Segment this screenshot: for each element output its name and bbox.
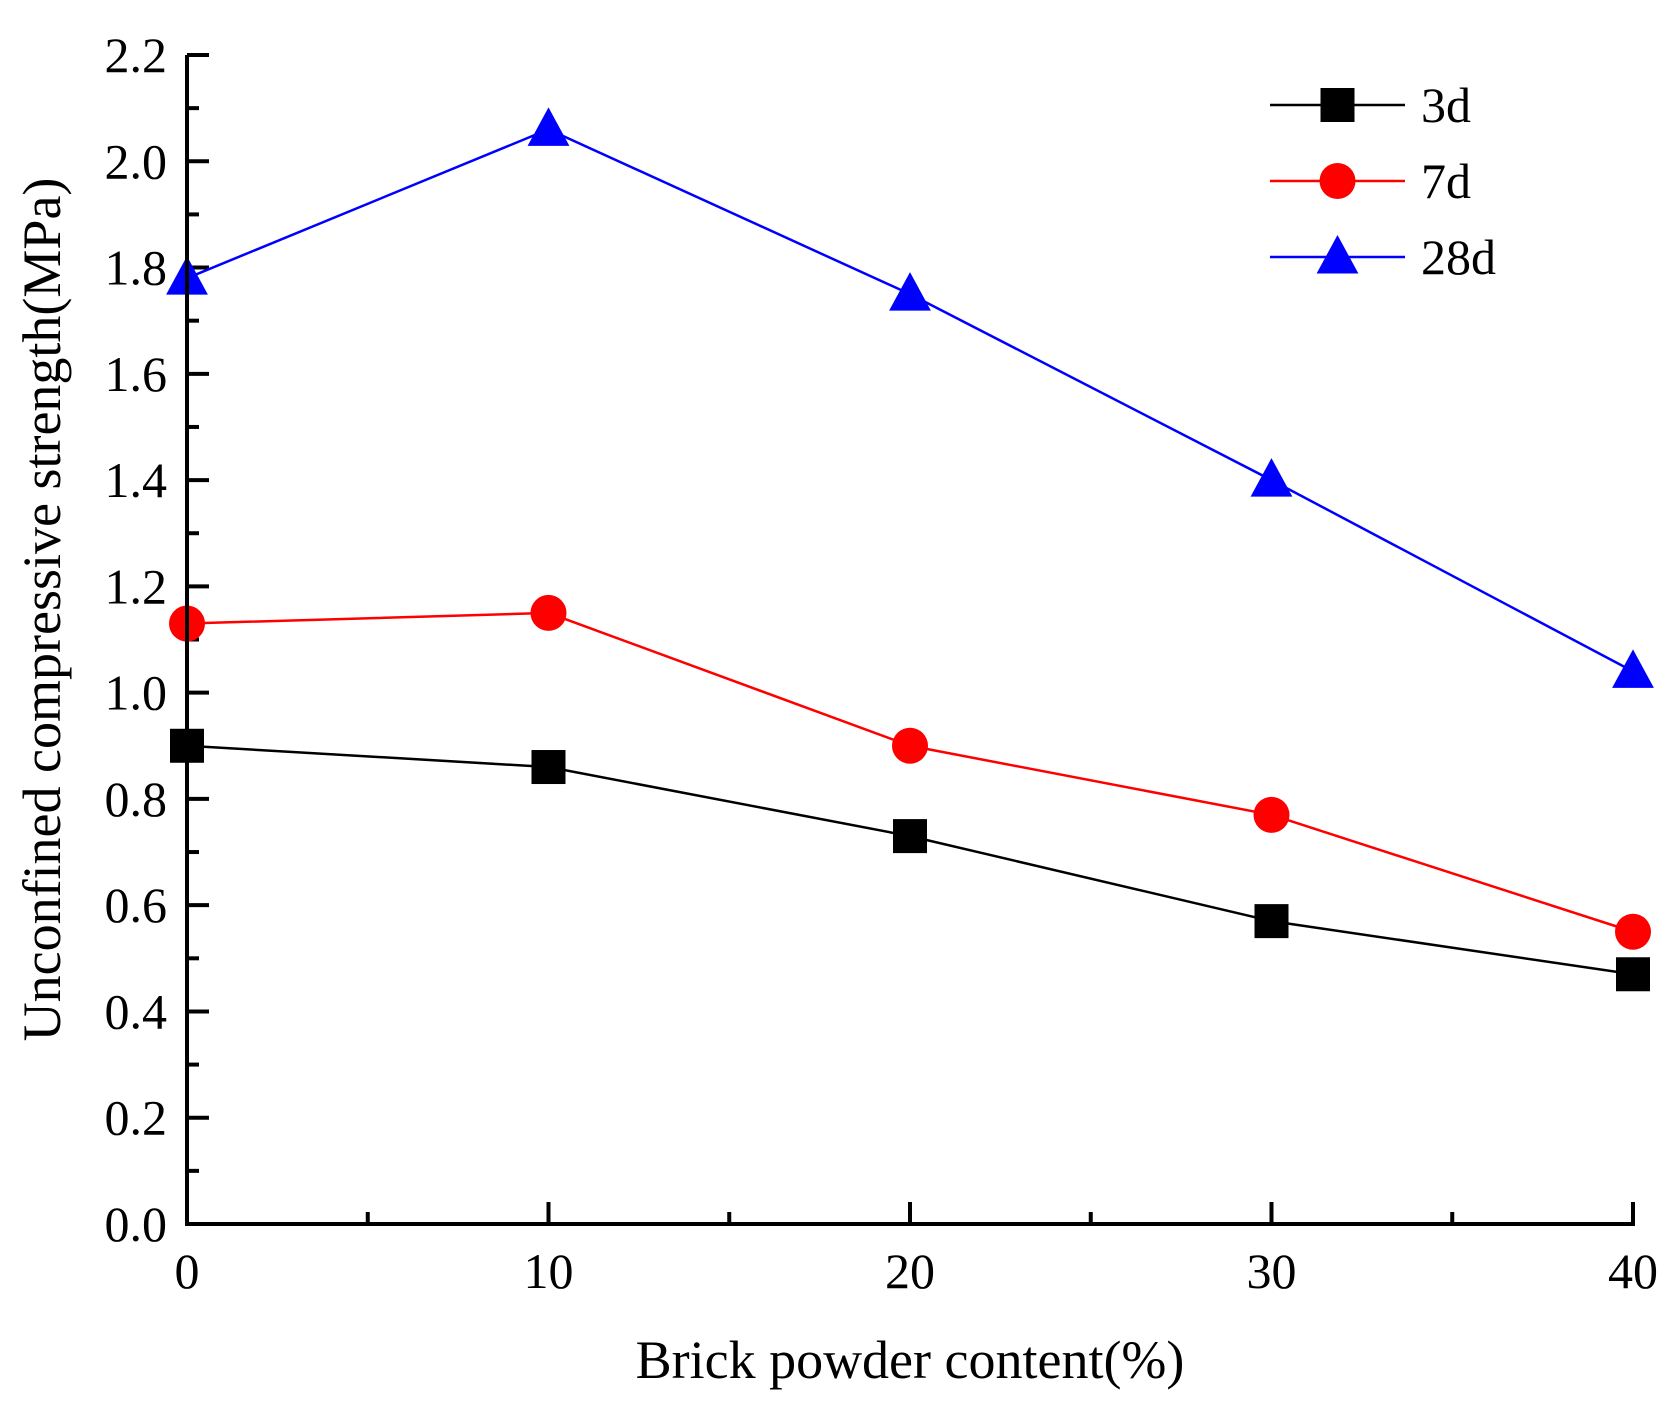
legend-marker-7d <box>1320 163 1356 199</box>
y-tick-label: 0.8 <box>105 771 168 827</box>
data-point-7d <box>1615 914 1651 950</box>
y-tick-label: 1.2 <box>105 558 168 614</box>
series-line-3d <box>187 746 1633 974</box>
y-tick-label: 1.8 <box>105 240 168 296</box>
x-axis-title: Brick powder content(%) <box>636 1330 1185 1390</box>
data-point-3d <box>1255 904 1289 938</box>
y-tick-label: 1.4 <box>105 452 168 508</box>
data-point-7d <box>1254 797 1290 833</box>
y-tick-label: 0.6 <box>105 877 168 933</box>
x-tick-label: 20 <box>885 1243 935 1299</box>
y-axis-title: Unconfined compressive strength(MPa) <box>12 178 72 1042</box>
data-point-7d <box>531 595 567 631</box>
legend-marker-3d <box>1321 88 1355 122</box>
legend-label: 3d <box>1421 77 1471 133</box>
data-point-3d <box>893 819 927 853</box>
x-tick-label: 0 <box>175 1243 200 1299</box>
legend: 3d 7d 28d <box>1270 77 1496 285</box>
data-point-28d <box>528 107 570 146</box>
x-tick-label: 30 <box>1247 1243 1297 1299</box>
series-7d <box>169 595 1651 950</box>
data-point-28d <box>1612 649 1654 688</box>
data-point-7d <box>892 728 928 764</box>
x-tick-label: 10 <box>524 1243 574 1299</box>
y-tick-label: 0.4 <box>105 983 168 1039</box>
y-tick-label: 0.2 <box>105 1090 168 1146</box>
legend-marker-28d <box>1317 235 1359 274</box>
legend-label: 7d <box>1421 153 1471 209</box>
data-point-3d <box>532 750 566 784</box>
data-point-28d <box>889 272 931 311</box>
legend-label: 28d <box>1421 229 1496 285</box>
y-tick-label: 1.0 <box>105 665 168 721</box>
x-tick-label: 40 <box>1608 1243 1658 1299</box>
x-axis-ticks: 0 10 20 30 40 <box>175 1202 1659 1299</box>
series-3d <box>170 729 1650 991</box>
data-point-28d <box>1251 458 1293 497</box>
series-line-28d <box>187 129 1633 671</box>
y-tick-label: 1.6 <box>105 346 168 402</box>
legend-item-28d: 28d <box>1270 229 1496 285</box>
y-tick-label: 2.0 <box>105 133 168 189</box>
legend-item-7d: 7d <box>1270 153 1471 209</box>
y-tick-label: 2.2 <box>105 27 168 83</box>
line-chart: 0.0 0.2 0.4 0.6 0.8 1.0 1.2 1.4 1.6 1.8 2.0 2.2 0 10… <box>0 0 1677 1409</box>
data-point-3d <box>1616 957 1650 991</box>
y-tick-label: 0.0 <box>105 1196 168 1252</box>
series-line-7d <box>187 613 1633 932</box>
legend-item-3d: 3d <box>1270 77 1471 133</box>
